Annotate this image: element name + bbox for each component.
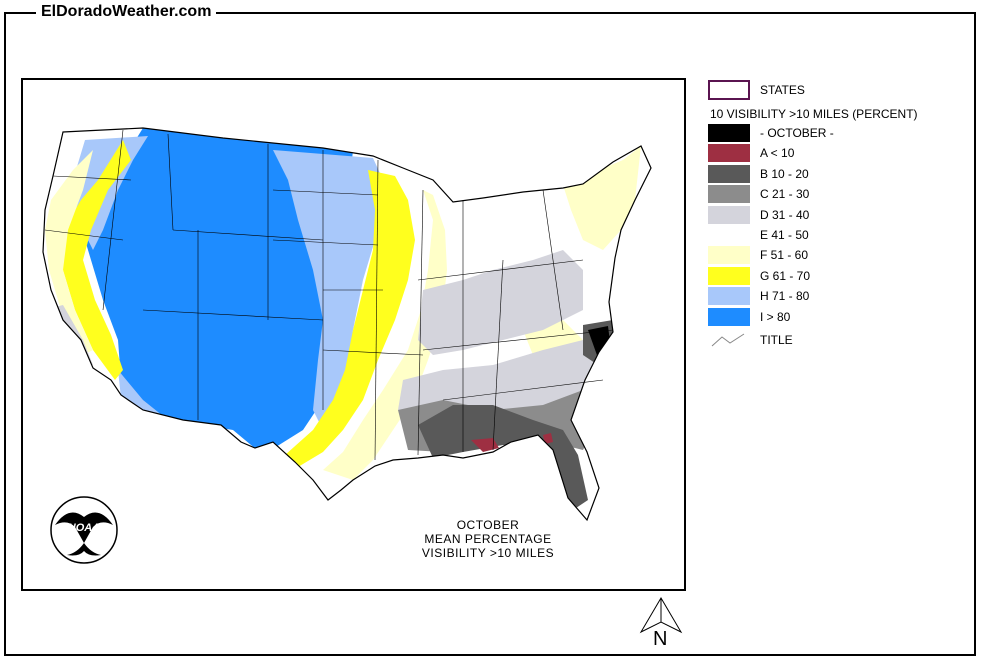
legend-swatch <box>708 205 750 224</box>
site-title: ElDoradoWeather.com <box>36 2 217 22</box>
legend-title-row: TITLE <box>708 331 968 349</box>
legend-item-label: F 51 - 60 <box>760 248 809 263</box>
legend-item: A < 10 <box>708 144 968 163</box>
legend-item-label: B 10 - 20 <box>760 166 809 181</box>
legend-item-label: A < 10 <box>760 146 795 161</box>
svg-text:NOAA: NOAA <box>68 522 100 534</box>
legend-header: 10 VISIBILITY >10 MILES (PERCENT) <box>710 107 918 121</box>
legend-item: C 21 - 30 <box>708 185 968 204</box>
visibility-zones <box>43 128 651 520</box>
north-arrow-icon <box>639 597 683 634</box>
legend-item-label: E 41 - 50 <box>760 228 809 242</box>
map-caption: OCTOBER MEAN PERCENTAGE VISIBILITY >10 M… <box>383 518 593 560</box>
legend-item: - OCTOBER - <box>708 124 968 142</box>
legend-item-label: H 71 - 80 <box>760 289 810 304</box>
legend-item-label: I > 80 <box>760 309 791 324</box>
caption-line-variable: VISIBILITY >10 MILES <box>421 546 555 560</box>
legend-states-row: STATES <box>708 80 968 100</box>
caption-line-month: OCTOBER <box>456 518 520 532</box>
title-line-icon <box>711 333 745 347</box>
legend-swatch <box>708 287 750 306</box>
legend-swatch <box>708 266 750 285</box>
legend-item: B 10 - 20 <box>708 164 968 183</box>
legend-swatch <box>708 307 750 326</box>
legend-states-label: STATES <box>760 83 805 97</box>
legend-swatch <box>708 164 750 183</box>
legend-item: I > 80 <box>708 307 968 326</box>
legend-item-label: - OCTOBER - <box>760 126 834 140</box>
legend-item-label: D 31 - 40 <box>760 207 810 222</box>
state-boundaries <box>44 129 614 461</box>
legend-swatch <box>708 246 750 265</box>
legend-swatch <box>708 226 750 244</box>
legend-swatch <box>708 144 750 163</box>
legend-item: F 51 - 60 <box>708 246 968 265</box>
legend-item-label: C 21 - 30 <box>760 187 810 202</box>
north-label: N <box>653 628 668 650</box>
legend-title-label: TITLE <box>760 333 793 347</box>
legend-swatch <box>708 124 750 142</box>
legend-item: E 41 - 50 <box>708 226 968 244</box>
map-panel: NOAA OCTOBER MEAN PERCENTAGE VISIBILITY … <box>21 78 686 591</box>
us-outline <box>42 127 652 522</box>
outer-frame <box>4 12 976 656</box>
legend-item: D 31 - 40 <box>708 205 968 224</box>
noaa-logo-icon: NOAA <box>50 496 118 564</box>
legend-item-label: G 61 - 70 <box>760 268 811 283</box>
us-visibility-map <box>42 127 652 522</box>
legend-swatch <box>708 185 750 204</box>
states-swatch <box>708 80 750 100</box>
legend-item: H 71 - 80 <box>708 287 968 306</box>
legend-item: G 61 - 70 <box>708 266 968 285</box>
caption-line-measure: MEAN PERCENTAGE <box>424 532 552 546</box>
